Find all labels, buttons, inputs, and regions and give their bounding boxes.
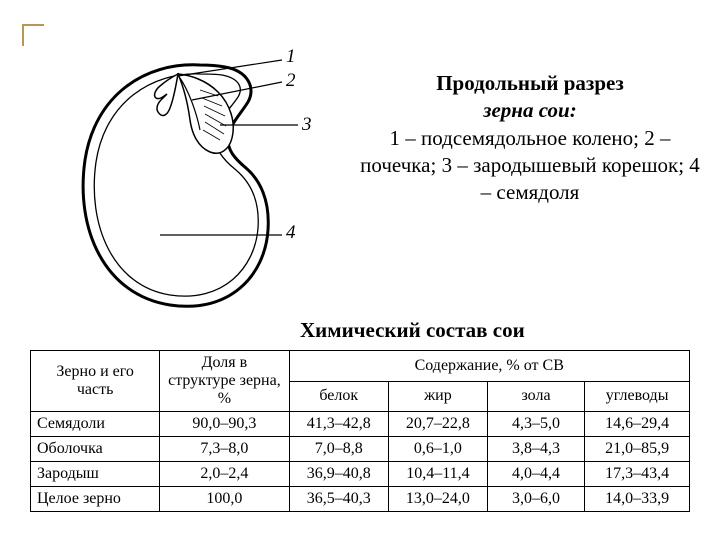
seed-diagram: 1 2 3 4 bbox=[50, 40, 350, 320]
th-part: Зерно и его часть bbox=[31, 351, 160, 412]
cell-fat: 20,7–22,8 bbox=[388, 412, 487, 437]
cell-ash: 4,3–5,0 bbox=[487, 412, 584, 437]
cell-share: 7,3–8,0 bbox=[160, 437, 289, 462]
cell-share: 100,0 bbox=[160, 487, 289, 512]
th-carbs: углеводы bbox=[585, 381, 690, 412]
cell-share: 90,0–90,3 bbox=[160, 412, 289, 437]
caption-title-1: Продольный разрез bbox=[436, 71, 624, 95]
cell-fat: 13,0–24,0 bbox=[388, 487, 487, 512]
cell-part: Целое зерно bbox=[31, 487, 160, 512]
cell-part: Семядоли bbox=[31, 412, 160, 437]
cell-protein: 36,9–40,8 bbox=[289, 462, 388, 487]
cell-fat: 10,4–11,4 bbox=[388, 462, 487, 487]
cell-ash: 4,0–4,4 bbox=[487, 462, 584, 487]
cell-part: Оболочка bbox=[31, 437, 160, 462]
cell-carbs: 21,0–85,9 bbox=[585, 437, 690, 462]
cell-carbs: 17,3–43,4 bbox=[585, 462, 690, 487]
composition-table: Зерно и его часть Доля в структуре зерна… bbox=[30, 350, 690, 512]
cell-ash: 3,8–4,3 bbox=[487, 437, 584, 462]
cell-protein: 36,5–40,3 bbox=[289, 487, 388, 512]
caption-title-2: зерна сои: bbox=[483, 98, 576, 122]
diagram-label-4: 4 bbox=[286, 222, 296, 244]
table-body: Семядоли 90,0–90,3 41,3–42,8 20,7–22,8 4… bbox=[31, 412, 690, 512]
table-row: Семядоли 90,0–90,3 41,3–42,8 20,7–22,8 4… bbox=[31, 412, 690, 437]
th-ash: зола bbox=[487, 381, 584, 412]
table-row: Оболочка 7,3–8,0 7,0–8,8 0,6–1,0 3,8–4,3… bbox=[31, 437, 690, 462]
table-row: Зародыш 2,0–2,4 36,9–40,8 10,4–11,4 4,0–… bbox=[31, 462, 690, 487]
diagram-caption: Продольный разрез зерна сои: 1 – подсемя… bbox=[360, 70, 700, 206]
cell-ash: 3,0–6,0 bbox=[487, 487, 584, 512]
slide-corner-accent bbox=[22, 24, 44, 46]
cell-fat: 0,6–1,0 bbox=[388, 437, 487, 462]
th-content-group: Содержание, % от СВ bbox=[289, 351, 690, 382]
cell-protein: 7,0–8,8 bbox=[289, 437, 388, 462]
th-protein: белок bbox=[289, 381, 388, 412]
caption-body: 1 – подсемядольное колено; 2 – почечка; … bbox=[360, 126, 700, 205]
diagram-label-1: 1 bbox=[286, 46, 296, 68]
cell-share: 2,0–2,4 bbox=[160, 462, 289, 487]
cell-part: Зародыш bbox=[31, 462, 160, 487]
cell-protein: 41,3–42,8 bbox=[289, 412, 388, 437]
cell-carbs: 14,0–33,9 bbox=[585, 487, 690, 512]
diagram-label-2: 2 bbox=[286, 70, 296, 92]
th-fat: жир bbox=[388, 381, 487, 412]
cell-carbs: 14,6–29,4 bbox=[585, 412, 690, 437]
table-row: Целое зерно 100,0 36,5–40,3 13,0–24,0 3,… bbox=[31, 487, 690, 512]
diagram-label-3: 3 bbox=[302, 114, 312, 136]
table-heading: Химический состав сои bbox=[300, 318, 525, 343]
th-share: Доля в структуре зерна, % bbox=[160, 351, 289, 412]
